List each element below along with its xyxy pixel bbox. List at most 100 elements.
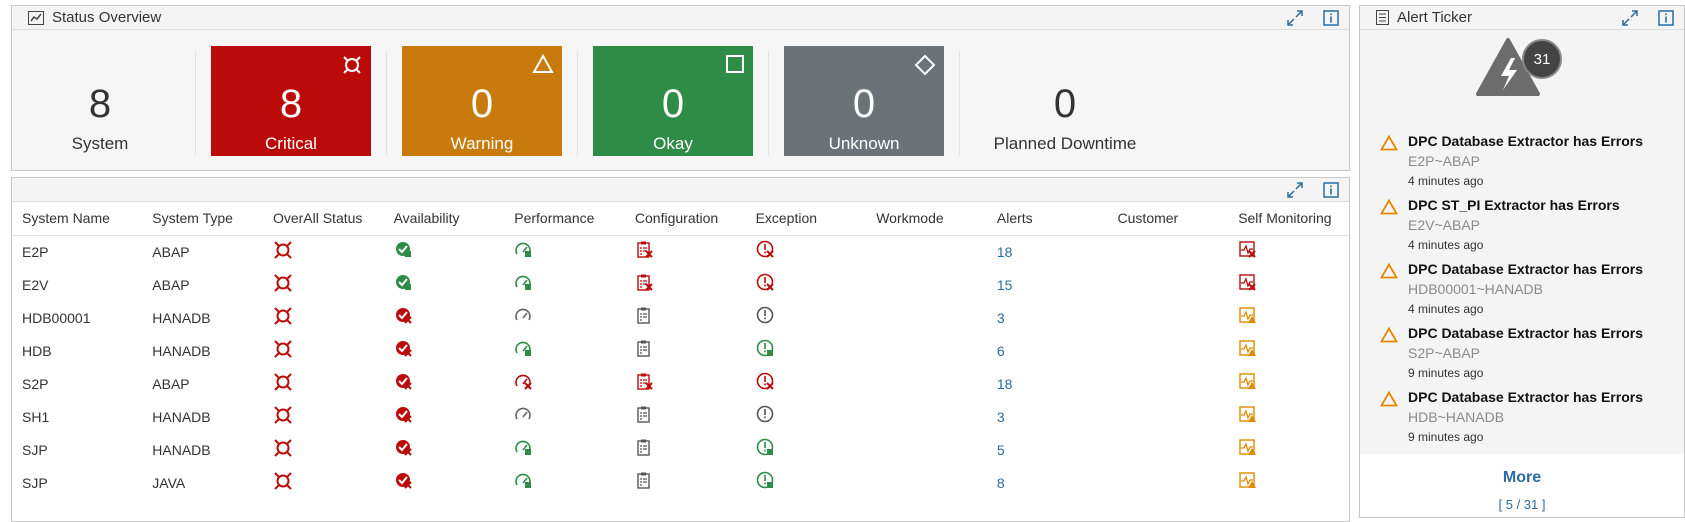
alert-title[interactable]: DPC Database Extractor has Errors — [1408, 389, 1643, 405]
performance-icon[interactable] — [514, 372, 534, 395]
table-row[interactable]: SH1 HANADB 3 — [12, 400, 1349, 433]
performance-icon[interactable] — [514, 273, 534, 296]
alerts-count-cell[interactable]: 5 — [996, 441, 1005, 458]
overall-status-icon[interactable] — [273, 240, 293, 263]
alert-item[interactable]: DPC Database Extractor has Errors S2P~ABA… — [1379, 323, 1674, 387]
availability-icon[interactable] — [394, 339, 414, 362]
self-monitoring-icon[interactable] — [1238, 306, 1258, 329]
column-header[interactable]: Alerts — [986, 202, 1108, 236]
configuration-icon[interactable] — [635, 405, 655, 428]
column-header[interactable]: Customer — [1107, 202, 1229, 236]
availability-icon[interactable] — [394, 405, 414, 428]
expand-icon[interactable] — [1287, 10, 1303, 26]
tile-system[interactable]: 8 System — [20, 46, 180, 156]
alerts-count-cell[interactable]: 3 — [996, 408, 1005, 425]
performance-icon[interactable] — [514, 471, 534, 494]
tile-unknown[interactable]: 0 Unknown — [784, 46, 944, 156]
exception-icon[interactable] — [756, 372, 776, 395]
table-row[interactable]: HDB00001 HANADB 3 — [12, 301, 1349, 334]
table-row[interactable]: SJP JAVA 8 — [12, 466, 1349, 499]
self-monitoring-icon[interactable] — [1238, 339, 1258, 362]
self-monitoring-icon[interactable] — [1238, 372, 1258, 395]
column-header[interactable]: System Type — [142, 202, 263, 236]
alerts-count-cell[interactable]: 8 — [996, 474, 1005, 491]
system-name-cell: E2V — [22, 276, 49, 293]
table-row[interactable]: E2V ABAP 15 — [12, 268, 1349, 301]
self-monitoring-icon[interactable] — [1238, 405, 1258, 428]
tile-planned-downtime[interactable]: 0 Planned Downtime — [975, 46, 1155, 156]
info-icon[interactable] — [1658, 10, 1674, 26]
table-row[interactable]: HDB HANADB 6 — [12, 334, 1349, 367]
self-monitoring-icon[interactable] — [1238, 240, 1258, 263]
performance-icon[interactable] — [514, 306, 534, 329]
overall-status-icon[interactable] — [273, 405, 293, 428]
column-header[interactable]: Configuration — [624, 202, 746, 236]
performance-icon[interactable] — [514, 240, 534, 263]
tile-critical[interactable]: 8 Critical — [211, 46, 371, 156]
exception-icon[interactable] — [756, 471, 776, 494]
availability-icon[interactable] — [394, 306, 414, 329]
configuration-icon[interactable] — [635, 372, 655, 395]
self-monitoring-icon[interactable] — [1238, 438, 1258, 461]
overall-status-icon[interactable] — [273, 273, 293, 296]
exception-icon[interactable] — [756, 405, 776, 428]
exception-icon[interactable] — [756, 438, 776, 461]
alert-title[interactable]: DPC Database Extractor has Errors — [1408, 133, 1643, 149]
performance-icon[interactable] — [514, 438, 534, 461]
alert-item[interactable]: DPC Database Extractor has Errors HDB~HAN… — [1379, 387, 1674, 451]
self-monitoring-icon[interactable] — [1238, 471, 1258, 494]
alert-title[interactable]: DPC ST_PI Extractor has Errors — [1408, 197, 1620, 213]
configuration-icon[interactable] — [635, 306, 655, 329]
exception-icon[interactable] — [756, 240, 776, 263]
column-header[interactable]: Performance — [504, 202, 625, 236]
alert-item[interactable]: DPC Database Extractor has Errors HDB0000… — [1379, 259, 1674, 323]
alert-item[interactable]: DPC Database Extractor has Errors E2P~ABA… — [1379, 131, 1674, 195]
alerts-count-cell[interactable]: 15 — [996, 276, 1013, 293]
alert-title[interactable]: DPC Database Extractor has Errors — [1408, 325, 1643, 341]
availability-icon[interactable] — [394, 372, 414, 395]
expand-icon[interactable] — [1287, 182, 1303, 198]
configuration-icon[interactable] — [635, 438, 655, 461]
info-icon[interactable] — [1323, 10, 1339, 26]
overall-status-icon[interactable] — [273, 438, 293, 461]
tile-okay[interactable]: 0 Okay — [593, 46, 753, 156]
column-header[interactable]: Workmode — [866, 202, 987, 236]
configuration-icon[interactable] — [635, 339, 655, 362]
column-header[interactable]: OverAll Status — [262, 202, 384, 236]
availability-icon[interactable] — [394, 471, 414, 494]
overall-status-icon[interactable] — [273, 339, 293, 362]
expand-icon[interactable] — [1622, 10, 1638, 26]
availability-icon[interactable] — [394, 273, 414, 296]
overall-status-icon[interactable] — [273, 372, 293, 395]
column-header[interactable]: Availability — [383, 202, 505, 236]
table-row[interactable]: E2P ABAP 18 — [12, 235, 1349, 268]
self-monitoring-icon[interactable] — [1238, 273, 1258, 296]
column-header[interactable]: Self Monitoring — [1228, 202, 1349, 236]
more-link[interactable]: More — [1502, 469, 1542, 486]
column-header[interactable]: Exception — [745, 202, 867, 236]
configuration-icon[interactable] — [635, 240, 655, 263]
availability-icon[interactable] — [394, 438, 414, 461]
availability-icon[interactable] — [394, 240, 414, 263]
alert-item[interactable]: DPC ST_PI Extractor has Errors E2V~ABAP 4 … — [1379, 195, 1674, 259]
performance-icon[interactable] — [514, 339, 534, 362]
tile-warning[interactable]: 0 Warning — [402, 46, 562, 156]
table-row[interactable]: S2P ABAP 18 — [12, 367, 1349, 400]
exception-icon[interactable] — [756, 339, 776, 362]
configuration-icon[interactable] — [635, 471, 655, 494]
alerts-count-cell[interactable]: 6 — [996, 342, 1005, 359]
overall-status-icon[interactable] — [273, 471, 293, 494]
alerts-count-cell[interactable]: 18 — [996, 375, 1013, 392]
exception-icon[interactable] — [756, 306, 776, 329]
alert-title[interactable]: DPC Database Extractor has Errors — [1408, 261, 1643, 277]
table-row[interactable]: SJP HANADB 5 — [12, 433, 1349, 466]
unknown-diamond-icon — [914, 54, 936, 81]
exception-icon[interactable] — [756, 273, 776, 296]
performance-icon[interactable] — [514, 405, 534, 428]
overall-status-icon[interactable] — [273, 306, 293, 329]
alerts-count-cell[interactable]: 18 — [996, 243, 1013, 260]
column-header[interactable]: System Name — [12, 202, 143, 236]
configuration-icon[interactable] — [635, 273, 655, 296]
alerts-count-cell[interactable]: 3 — [996, 309, 1005, 326]
info-icon[interactable] — [1323, 182, 1339, 198]
